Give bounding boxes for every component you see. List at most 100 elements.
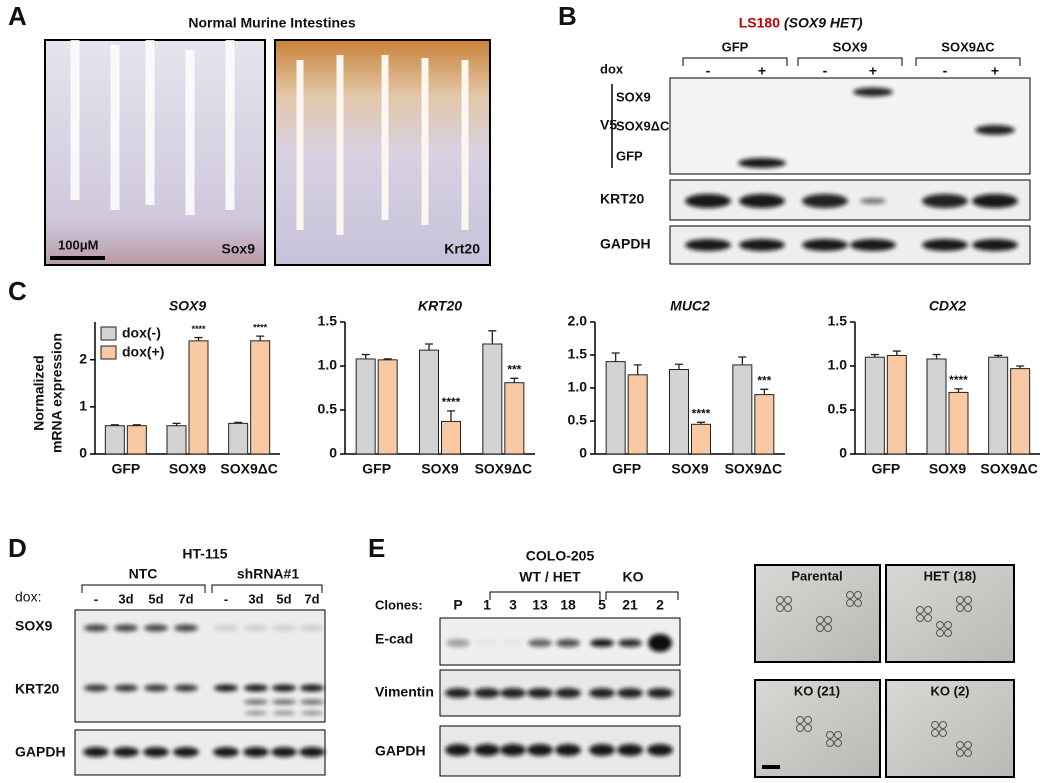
cell (854, 591, 862, 599)
cell (916, 606, 924, 614)
cell (816, 616, 824, 624)
group-label: SOX9 (833, 39, 868, 54)
cell (916, 614, 924, 622)
cell (776, 596, 784, 604)
lane-label: 1 (483, 597, 491, 613)
blot-band (84, 624, 108, 632)
significance: **** (949, 373, 968, 387)
lane-label: 5d (276, 591, 291, 606)
dox-label: dox: (15, 589, 41, 605)
blot-band (475, 639, 499, 647)
blot-band (853, 87, 893, 97)
clones-label: Clones: (375, 597, 423, 612)
panel-letter: B (558, 1, 577, 31)
blot-band (173, 747, 199, 757)
blot-band (301, 711, 323, 715)
group-label: GFP (722, 39, 749, 54)
micrograph (885, 564, 1015, 663)
blot-band (922, 194, 968, 208)
lane-label: 7d (178, 591, 193, 606)
y-tick-label: 0 (329, 445, 337, 461)
significance: **** (442, 395, 461, 409)
x-tick-label: SOX9 (169, 461, 207, 477)
error-bar (892, 350, 901, 356)
bar (104, 425, 125, 455)
error-bar (675, 363, 683, 370)
error-bar (760, 388, 769, 395)
scale-bar (762, 765, 780, 769)
cell (924, 606, 932, 614)
row-label: GFP (616, 148, 643, 163)
blot-band (244, 699, 268, 705)
cell (816, 624, 824, 632)
y-tick-label: 0 (579, 445, 587, 461)
blot-band (474, 688, 500, 698)
scale-bar-label: 100μM (58, 237, 98, 252)
x-tick-label: SOX9ΔC (980, 461, 1038, 477)
chart-title: KRT20 (418, 298, 462, 314)
y-tick-label: 0.5 (568, 412, 588, 428)
dox-state: + (758, 63, 766, 79)
blot-band (144, 684, 168, 692)
panel-letter: D (8, 533, 27, 563)
scale-bar (50, 256, 105, 260)
image-label: KO (21) (794, 683, 840, 698)
blot-band (474, 744, 500, 756)
group-label: WT / HET (519, 569, 581, 585)
error-bar (383, 358, 392, 360)
row-label: SOX9 (616, 89, 651, 104)
blot-band (113, 747, 139, 757)
blot-band (501, 639, 525, 647)
blot-band (272, 684, 296, 692)
row-label: Vimentin (375, 684, 434, 700)
blot-band (738, 158, 786, 168)
x-tick-label: SOX9 (421, 461, 459, 477)
cell (956, 604, 964, 612)
blot-band (144, 624, 168, 632)
blot-band (299, 747, 325, 757)
y-tick-label: 0 (79, 445, 87, 461)
error-bar (932, 353, 941, 359)
cell (846, 591, 854, 599)
y-tick-label: 2.0 (568, 313, 588, 329)
x-tick-label: SOX9ΔC (475, 461, 533, 477)
lane-label: - (224, 591, 228, 606)
blot-band (802, 194, 848, 208)
cell (846, 599, 854, 607)
blot-band (617, 688, 643, 698)
x-tick-label: SOX9 (929, 461, 967, 477)
bar (627, 374, 648, 455)
blot-band (245, 711, 267, 715)
blot-band (213, 747, 239, 757)
cell (826, 739, 834, 747)
panel-title: Normal Murine Intestines (188, 15, 355, 31)
blot-band (114, 684, 138, 692)
cell (826, 731, 834, 739)
blot-band (527, 688, 553, 698)
blot-band (648, 634, 672, 652)
blot-band (445, 688, 471, 698)
bar (504, 382, 525, 455)
error-bar (870, 353, 879, 358)
y-axis-label: mRNA expression (49, 333, 65, 453)
cell (796, 716, 804, 724)
cell (939, 729, 947, 737)
legend-swatch (100, 326, 117, 341)
blot-band (589, 744, 615, 756)
blot-band (527, 744, 553, 756)
dox-state: - (823, 63, 828, 79)
dox-label: dox (600, 61, 624, 76)
panel-title: HT-115 (182, 546, 227, 562)
bar (948, 391, 969, 455)
x-tick-label: GFP (362, 461, 391, 477)
error-bar (425, 343, 433, 351)
y-tick-label: 1.0 (828, 357, 848, 373)
blot-band (446, 639, 470, 647)
panel-title: (SOX9 HET) (784, 15, 863, 31)
significance: **** (191, 324, 206, 334)
bar (441, 420, 461, 455)
blot-band (244, 624, 268, 632)
blot-band (739, 239, 785, 251)
blot-band (214, 684, 238, 692)
